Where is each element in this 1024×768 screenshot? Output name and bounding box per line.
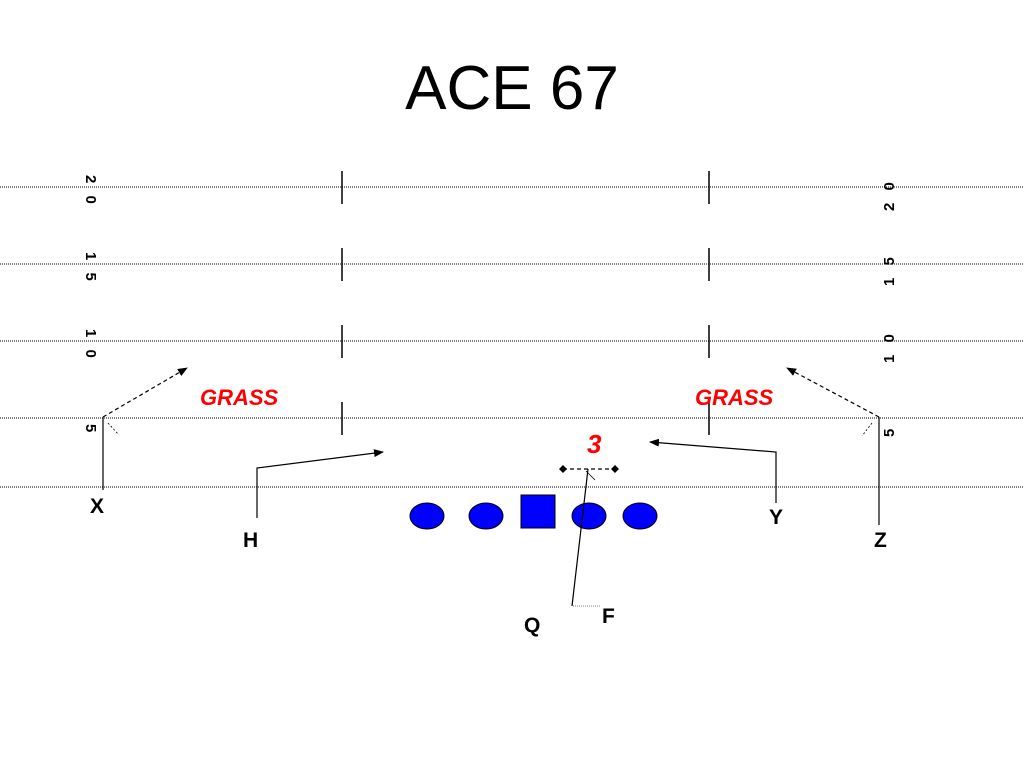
player-label-h: H: [243, 529, 258, 552]
right-tackle-symbol: [622, 502, 658, 530]
player-label-f: F: [602, 605, 615, 628]
yard-lines: [0, 186, 1024, 488]
left-tackle-symbol: [409, 502, 445, 530]
yard-number-left-10: 1 0: [82, 329, 99, 362]
hash-marks: [341, 171, 710, 435]
z-route-tick: [861, 422, 873, 437]
x-route-tick: [107, 422, 120, 436]
route-label-grass-right: GRASS: [695, 385, 774, 410]
player-label-q: Q: [524, 614, 540, 637]
right-guard-symbol: [571, 502, 607, 530]
player-label-z: Z: [874, 529, 887, 552]
routes: [102, 367, 880, 607]
yard-number-right-5: 5: [881, 425, 898, 437]
h-route: [256, 449, 384, 518]
yard-number-left-20: 2 0: [82, 175, 99, 208]
yard-number-right-15: 1 5: [881, 253, 898, 286]
center-symbol: [520, 494, 556, 529]
left-guard-symbol: [468, 502, 504, 530]
yard-number-left-15: 1 5: [82, 252, 99, 285]
q-route: [571, 468, 589, 607]
yard-number-right-20: 2 0: [881, 178, 898, 211]
yard-number-left-5: 5: [82, 424, 99, 436]
offensive-line: [409, 494, 658, 530]
y-route: [649, 438, 777, 503]
route-label-grass-left: GRASS: [200, 385, 279, 410]
play-title: ACE 67: [405, 54, 619, 123]
player-label-x: X: [90, 495, 104, 518]
x-route-grass: [102, 367, 188, 418]
yard-number-right-10: 1 0: [881, 330, 898, 363]
protection-call-label: 3: [587, 429, 602, 459]
z-route-grass: [786, 367, 880, 418]
player-label-y: Y: [769, 506, 783, 529]
